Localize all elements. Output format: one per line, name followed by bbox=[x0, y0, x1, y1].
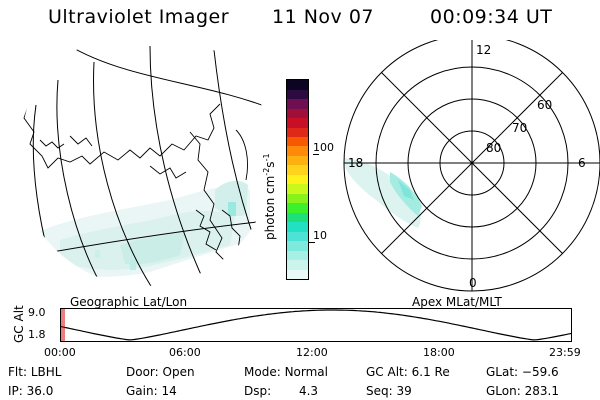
colorbar-swatch bbox=[287, 269, 308, 279]
emission-region bbox=[38, 180, 250, 277]
altitude-curve bbox=[60, 309, 572, 341]
mlt-label-18: 18 bbox=[348, 156, 364, 170]
colorbar-swatch bbox=[287, 118, 308, 128]
geographic-map bbox=[17, 40, 273, 286]
colorbar-swatch bbox=[287, 174, 308, 185]
mlt-label-12: 12 bbox=[476, 43, 492, 57]
colorbar-swatch bbox=[287, 136, 308, 147]
colorbar-swatch bbox=[287, 165, 308, 175]
colorbar-swatch bbox=[287, 155, 308, 166]
polar-grid bbox=[343, 40, 600, 292]
gc-alt-field: GC Alt: 6.1 Re bbox=[366, 365, 450, 379]
mlat-label-80: 80 bbox=[486, 141, 502, 155]
colorbar-swatch bbox=[287, 212, 308, 223]
colorbar-swatch bbox=[287, 184, 308, 194]
colorbar-unit-label: photon cm-2s-1 bbox=[262, 153, 277, 240]
geographic-label: Geographic Lat/Lon bbox=[70, 295, 188, 309]
colorbar-swatch bbox=[287, 260, 308, 270]
colorbar-swatch bbox=[287, 231, 308, 242]
time-label: 00:09:34 UT bbox=[430, 6, 553, 28]
time-tick-0600: 06:00 bbox=[169, 346, 201, 359]
colorbar-swatch bbox=[287, 80, 308, 90]
seq-field: Seq: 39 bbox=[366, 384, 412, 398]
mode-field: Mode: Normal bbox=[244, 365, 328, 379]
mlt-label-6: 6 bbox=[578, 156, 586, 170]
time-tick-0000: 00:00 bbox=[44, 346, 76, 359]
color-scale-bar bbox=[286, 79, 309, 280]
altitude-tick-1.8: 1.8 bbox=[28, 328, 46, 341]
ip-field: IP: 36.0 bbox=[8, 384, 54, 398]
colorbar-swatch bbox=[287, 99, 308, 109]
apex-label: Apex MLat/MLT bbox=[412, 295, 502, 309]
door-field: Door: Open bbox=[126, 365, 195, 379]
colorbar-swatch bbox=[287, 89, 308, 100]
colorbar-swatch bbox=[287, 193, 308, 204]
instrument-title: Ultraviolet Imager bbox=[48, 6, 230, 28]
colorbar-swatch bbox=[287, 146, 308, 156]
dsp-field: Dsp: 4.3 bbox=[244, 384, 319, 398]
colorbar-tick-100: 100 bbox=[313, 141, 334, 154]
colorbar-swatch bbox=[287, 222, 308, 232]
flt-field: Flt: LBHL bbox=[8, 365, 62, 379]
glat-field: GLat: −59.6 bbox=[486, 365, 559, 379]
colorbar-tick-10: 10 bbox=[313, 229, 327, 242]
colorbar-swatch bbox=[287, 127, 308, 137]
altitude-timeline bbox=[60, 308, 572, 342]
gain-field: Gain: 14 bbox=[126, 384, 177, 398]
mlat-label-60: 60 bbox=[537, 98, 553, 112]
colorbar-swatch bbox=[287, 108, 308, 119]
glon-field: GLon: 283.1 bbox=[486, 384, 559, 398]
time-tick-2359: 23:59 bbox=[549, 346, 581, 359]
mlt-label-0: 0 bbox=[469, 276, 477, 290]
time-tick-1200: 12:00 bbox=[296, 346, 328, 359]
altitude-tick-9: 9.0 bbox=[28, 306, 46, 319]
colorbar-swatch bbox=[287, 203, 308, 213]
time-tick-1800: 18:00 bbox=[423, 346, 455, 359]
mlat-label-70: 70 bbox=[512, 121, 528, 135]
date-label: 11 Nov 07 bbox=[272, 6, 375, 28]
altitude-axis-label: GC Alt bbox=[12, 305, 26, 343]
colorbar-swatch bbox=[287, 250, 308, 261]
colorbar-swatch bbox=[287, 241, 308, 251]
polar-mlat-mlt-plot bbox=[343, 40, 600, 292]
